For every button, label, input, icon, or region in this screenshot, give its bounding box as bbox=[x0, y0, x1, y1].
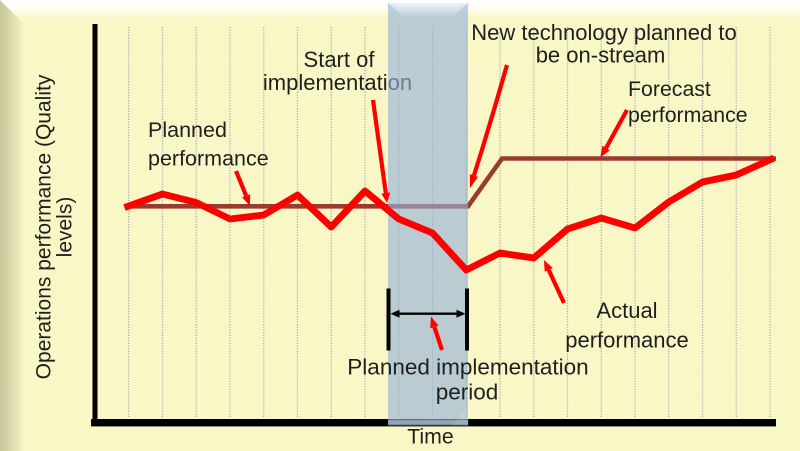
svg-text:Forecast: Forecast bbox=[628, 77, 711, 101]
svg-text:levels): levels) bbox=[54, 197, 77, 258]
svg-text:New technology planned to: New technology planned to bbox=[471, 20, 736, 45]
svg-text:performance: performance bbox=[148, 147, 269, 171]
svg-text:Planned: Planned bbox=[148, 118, 227, 142]
svg-text:Operations performance (Qualit: Operations performance (Quality bbox=[33, 74, 56, 379]
svg-text:implementation: implementation bbox=[263, 70, 412, 95]
svg-text:performance: performance bbox=[628, 103, 748, 127]
svg-text:period: period bbox=[436, 380, 499, 405]
svg-text:Time: Time bbox=[407, 425, 454, 449]
svg-text:Planned implementation: Planned implementation bbox=[347, 354, 588, 379]
svg-text:performance: performance bbox=[565, 328, 689, 353]
svg-text:Start of: Start of bbox=[304, 47, 376, 72]
svg-text:Actual: Actual bbox=[596, 298, 657, 323]
svg-text:be on-stream: be on-stream bbox=[536, 42, 666, 67]
